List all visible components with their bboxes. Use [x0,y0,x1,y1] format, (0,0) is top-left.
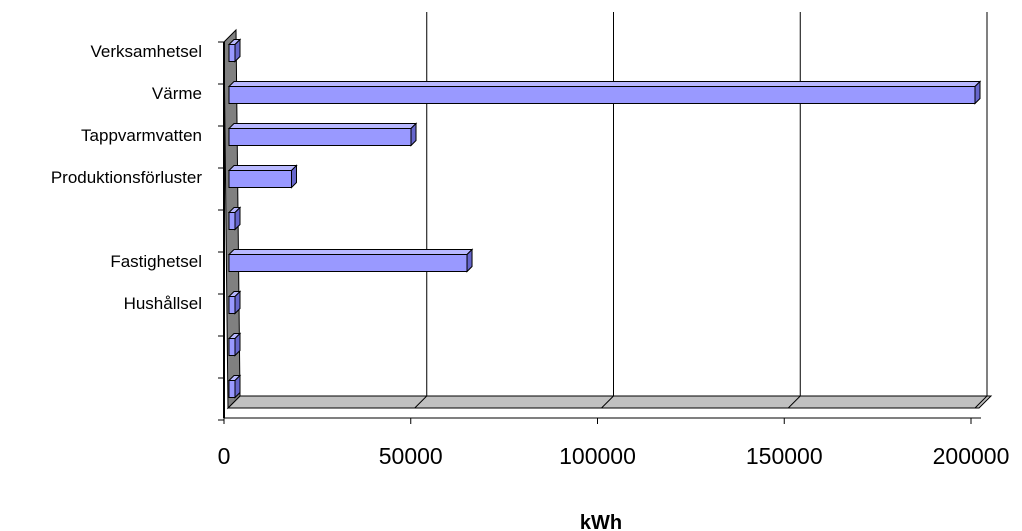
x-tick-label: 100000 [559,443,636,469]
bar-side [290,164,297,189]
category-label: Hushållsel [124,294,202,313]
bar-top [227,123,418,129]
bar [227,122,418,147]
bar [227,206,242,231]
bar-face [228,338,236,356]
x-tick-label: 0 [218,443,231,469]
bar-face [228,170,292,188]
bar [227,164,298,189]
bar-top [227,165,298,171]
gridline-floor [787,395,801,409]
gridline-floor [974,395,988,409]
bar-face [228,128,412,146]
gridline-floor [601,395,614,409]
bar-side [234,374,241,399]
chart-floor [226,395,993,409]
bar-side [234,206,241,231]
gridline-floor [414,395,428,409]
bar-face [228,44,236,62]
bar-face [228,254,468,272]
bar [227,290,242,315]
bar [227,332,242,357]
category-label: Värme [152,84,202,103]
category-label: Tappvarmvatten [81,126,202,145]
bar-face [228,86,976,104]
bar-face [228,380,236,398]
bar-side [234,332,241,357]
category-label: Verksamhetsel [91,42,203,61]
bar-side [974,80,981,105]
category-label: Produktionsförluster [51,168,203,187]
bar-side [234,38,241,63]
bar-face [228,212,236,230]
x-tick-label: 50000 [379,443,443,469]
bar [227,80,982,105]
bar-side [410,122,417,147]
category-label: Fastighetsel [110,252,202,271]
bar-top [227,249,474,255]
x-axis-title: kWh [580,512,622,531]
bar-side [466,248,473,273]
bar [227,38,242,63]
bar [227,248,474,273]
x-tick-label: 200000 [933,443,1010,469]
bar [227,374,242,399]
x-tick-label: 150000 [746,443,823,469]
bar-side [234,290,241,315]
bar-top [227,81,982,87]
bar-face [228,296,236,314]
